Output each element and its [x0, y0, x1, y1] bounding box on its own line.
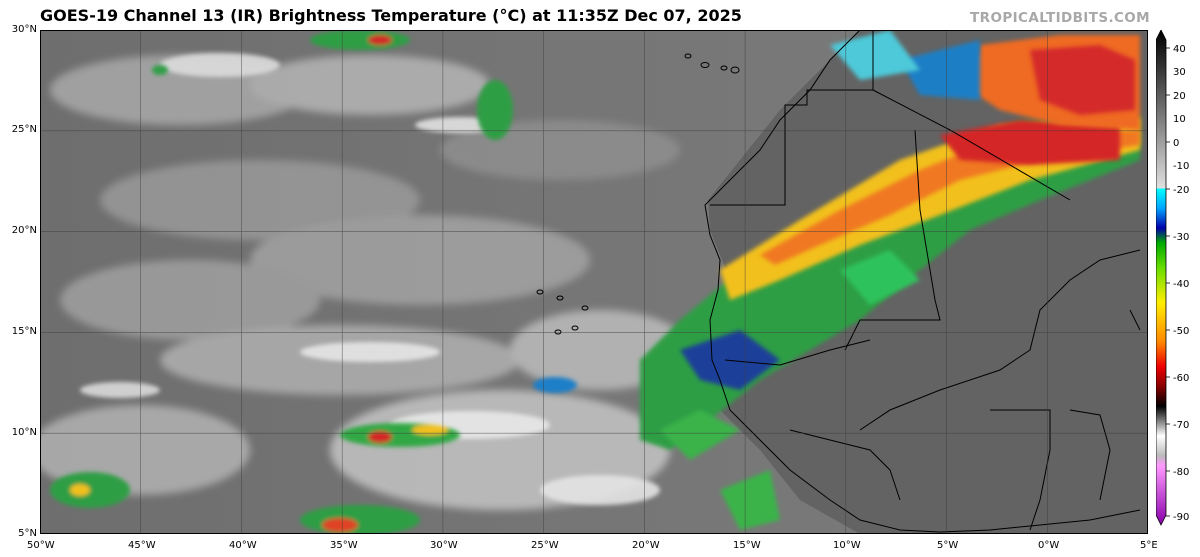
- lat-label-10n: 10°N: [11, 427, 37, 438]
- lat-label-5n: 5°N: [18, 528, 37, 539]
- colorbar-label-0: 0: [1173, 138, 1179, 149]
- colorbar-ticks: [1166, 47, 1170, 517]
- colorbar-label-m30: -30: [1173, 232, 1189, 243]
- colorbar-label-m70: -70: [1173, 420, 1189, 431]
- colorbar-label-m10: -10: [1173, 161, 1189, 172]
- colorbar-label-m40: -40: [1173, 279, 1189, 290]
- colorbar-label-10: 10: [1173, 114, 1186, 125]
- colorbar-label-m90: -90: [1173, 512, 1189, 523]
- cold-cloud-band: [640, 30, 1140, 530]
- lon-label-30w: 30°W: [430, 540, 458, 551]
- lon-label-35w: 35°W: [330, 540, 358, 551]
- colorbar-label-m50: -50: [1173, 326, 1189, 337]
- colorbar: 40 30 20 10 0 -10 -20 -30 -40 -50 -60 -7…: [1156, 30, 1189, 526]
- colorbar-label-30: 30: [1173, 67, 1186, 78]
- map-frame: [40, 30, 1148, 534]
- convective-cells: [50, 30, 577, 534]
- lon-label-20w: 20°W: [632, 540, 660, 551]
- colorbar-labels: 40 30 20 10 0 -10 -20 -30 -40 -50 -60 -7…: [1173, 44, 1189, 523]
- lon-label-5e: 5°E: [1140, 540, 1158, 551]
- lon-label-10w: 10°W: [833, 540, 861, 551]
- grid-lines: [40, 30, 1148, 534]
- colorbar-gradient: [1156, 30, 1167, 526]
- lon-label-5w: 5°W: [937, 540, 959, 551]
- lon-label-40w: 40°W: [229, 540, 257, 551]
- lat-label-25n: 25°N: [11, 124, 37, 135]
- lon-label-25w: 25°W: [531, 540, 559, 551]
- colorbar-label-40: 40: [1173, 44, 1186, 55]
- colorbar-label-m80: -80: [1173, 467, 1189, 478]
- country-borders: [704, 30, 1141, 533]
- lat-label-20n: 20°N: [11, 225, 37, 236]
- site-watermark: TROPICALTIDBITS.COM: [970, 10, 1150, 26]
- lon-label-0w: 0°W: [1038, 540, 1060, 551]
- islands: [536, 53, 740, 335]
- satellite-map: [40, 30, 1148, 534]
- map-title: GOES-19 Channel 13 (IR) Brightness Tempe…: [40, 6, 742, 25]
- colorbar-label-m60: -60: [1173, 373, 1189, 384]
- colorbar-label-m20: -20: [1173, 185, 1189, 196]
- lat-label-30n: 30°N: [11, 24, 37, 35]
- lon-label-15w: 15°W: [733, 540, 761, 551]
- lat-label-15n: 15°N: [11, 326, 37, 337]
- lon-label-45w: 45°W: [128, 540, 156, 551]
- colorbar-label-20: 20: [1173, 91, 1186, 102]
- lon-label-50w: 50°W: [27, 540, 55, 551]
